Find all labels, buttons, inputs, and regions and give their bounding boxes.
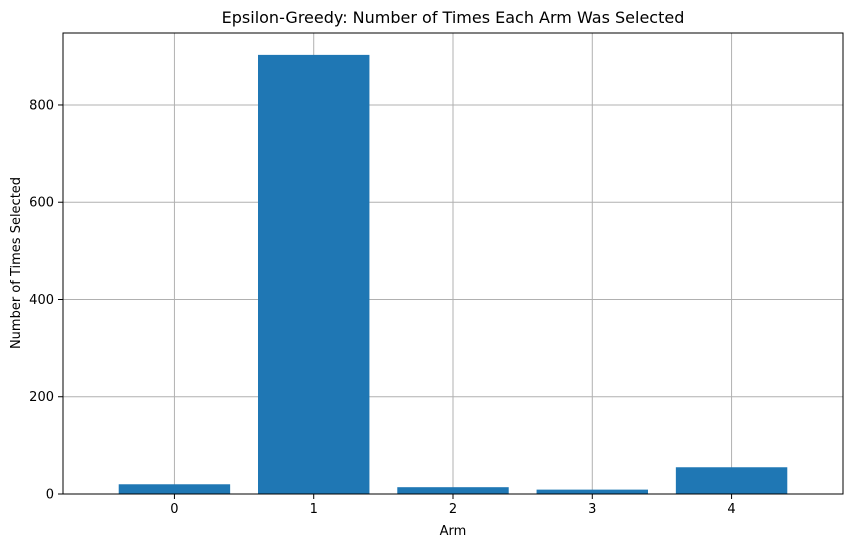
y-tick-label: 800	[29, 98, 54, 113]
bar-arm-4	[675, 467, 788, 494]
x-axis-title: Arm	[440, 524, 467, 539]
x-tick-label: 1	[310, 502, 318, 517]
bar-arm-1	[258, 54, 370, 495]
x-tick-label: 0	[170, 502, 178, 517]
bar-arm-0	[118, 484, 231, 494]
bar-arm-3	[536, 489, 648, 494]
y-tick-label: 200	[29, 390, 54, 405]
x-tick-label: 2	[449, 502, 457, 517]
bars	[118, 54, 788, 495]
y-tick-label: 400	[29, 293, 54, 308]
y-axis-title: Number of Times Selected	[9, 177, 24, 349]
y-tick-label: 600	[29, 196, 54, 211]
chart-title: Epsilon-Greedy: Number of Times Each Arm…	[222, 8, 685, 27]
x-tick-label: 4	[727, 502, 735, 517]
x-tick-label: 3	[588, 502, 596, 517]
bar-arm-2	[397, 487, 509, 494]
ticks: 0 1 2 3 4 0 200 400 600 800	[29, 98, 736, 517]
y-tick-label: 0	[46, 488, 54, 503]
